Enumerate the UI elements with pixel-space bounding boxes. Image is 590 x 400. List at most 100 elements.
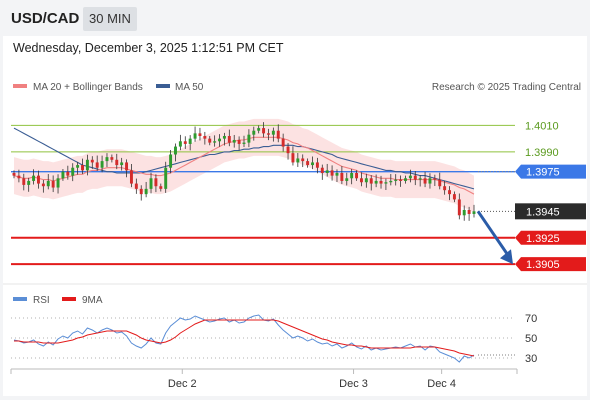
candle-up <box>462 210 466 216</box>
candle-down <box>443 186 447 191</box>
candle-down <box>159 186 163 189</box>
candle-up <box>188 138 192 144</box>
candle-down <box>17 175 21 179</box>
candle-up <box>364 178 368 183</box>
candle-down <box>330 170 334 176</box>
candle-down <box>315 162 319 168</box>
candle-down <box>291 153 295 163</box>
candle-down <box>320 167 324 173</box>
candle-down <box>227 136 231 143</box>
candle-up <box>257 128 261 131</box>
candle-up <box>174 146 177 155</box>
candle-down <box>66 171 70 176</box>
candle-down <box>115 159 119 166</box>
candle-up <box>271 130 275 135</box>
forecast-arrow-shaft <box>476 210 510 257</box>
candle-down <box>340 173 344 181</box>
candle-up <box>100 161 104 168</box>
candle-up <box>345 178 349 181</box>
candle-down <box>467 210 471 214</box>
candle-up <box>27 180 31 185</box>
candle-up <box>335 173 339 176</box>
candle-down <box>433 178 437 180</box>
timeframe-button[interactable]: 30 MIN <box>83 7 137 31</box>
ma50-line <box>13 127 475 190</box>
candle-up <box>46 180 50 187</box>
rsi-ma-legend-label: 9MA <box>82 295 103 306</box>
bollinger-band <box>14 118 474 213</box>
copyright-text: Research © 2025 Trading Central <box>432 82 581 93</box>
candle-up <box>325 170 329 173</box>
resistance-label: 1.4010 <box>525 120 559 132</box>
candle-up <box>193 133 197 139</box>
last-price-label: 1.3945 <box>526 206 560 218</box>
candle-up <box>350 173 354 179</box>
resistance-label: 1.3990 <box>525 147 559 159</box>
symbol-title: USD/CAD <box>11 10 80 27</box>
candle-up <box>247 134 251 143</box>
candle-up <box>71 167 75 176</box>
candle-up <box>61 171 65 179</box>
support-tag <box>515 257 586 272</box>
candle-down <box>129 170 133 184</box>
candle-down <box>457 199 461 216</box>
chart-header: USD/CAD 30 MIN <box>0 0 590 36</box>
candle-down <box>276 130 280 139</box>
support-tag <box>515 230 586 245</box>
candle-up <box>232 139 236 143</box>
chart-datetime: Wednesday, December 3, 2025 1:12:51 PM C… <box>13 41 284 55</box>
candle-up <box>169 154 173 168</box>
rsi-ma-legend-swatch <box>62 297 76 301</box>
support-label: 1.3925 <box>526 233 560 245</box>
candle-down <box>134 183 138 189</box>
candle-up <box>311 162 314 166</box>
rsi-legend-label: RSI <box>33 295 50 306</box>
candle-down <box>399 179 403 181</box>
pivot-label: 1.3975 <box>526 167 560 179</box>
candle-down <box>448 190 451 195</box>
rsi-legend-swatch <box>13 297 27 301</box>
chart-panel <box>3 36 587 396</box>
candle-up <box>242 142 246 144</box>
candle-down <box>81 165 84 171</box>
candle-up <box>164 167 168 189</box>
candle-up <box>120 162 124 166</box>
candle-down <box>37 175 40 184</box>
candle-down <box>41 183 45 187</box>
ma20-legend-swatch <box>13 84 27 88</box>
candle-down <box>301 158 305 162</box>
candle-down <box>139 188 143 195</box>
candle-up <box>418 178 422 180</box>
price-chart: 1.4010 1.3990 1.3975 1.3945 1.3925 1.3905 <box>11 118 586 272</box>
candle-up <box>428 178 432 184</box>
candle-up <box>384 182 388 184</box>
candle-down <box>110 157 114 160</box>
candle-up <box>85 159 89 171</box>
ma50-legend-label: MA 50 <box>175 82 204 93</box>
candle-down <box>22 178 26 185</box>
candle-up <box>178 141 182 147</box>
candle-down <box>355 173 359 179</box>
rsi-tick-label: 50 <box>525 333 537 345</box>
candle-up <box>374 180 378 184</box>
candle-down <box>12 173 16 176</box>
candle-up <box>408 175 412 179</box>
candle-up <box>472 211 476 214</box>
time-axis-label: Dec 4 <box>427 378 456 390</box>
candle-down <box>51 180 55 188</box>
rsi-chart: 70 50 30 <box>11 313 537 365</box>
candle-up <box>218 138 221 142</box>
forecast-arrow-head <box>500 249 513 265</box>
ma50-legend-swatch <box>156 84 170 88</box>
candle-down <box>95 162 99 168</box>
candle-down <box>267 133 270 135</box>
time-axis-label: Dec 3 <box>339 378 368 390</box>
candle-down <box>359 178 363 183</box>
ma20-legend-label: MA 20 + Bollinger Bands <box>33 82 143 93</box>
rsi-ma-line <box>14 319 475 357</box>
candle-up <box>252 130 256 135</box>
candle-down <box>198 133 202 136</box>
last-price-tag <box>515 203 586 220</box>
candle-down <box>379 180 383 184</box>
